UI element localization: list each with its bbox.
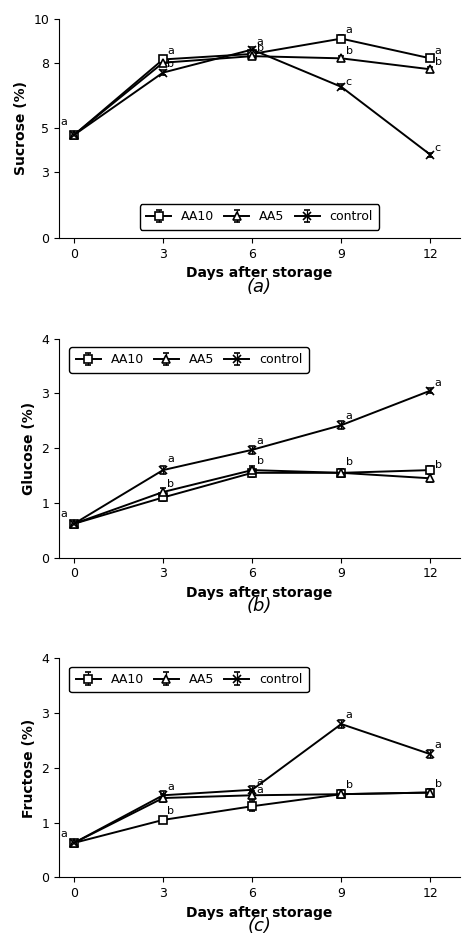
Y-axis label: Fructose (%): Fructose (%) — [22, 719, 36, 817]
Text: a: a — [256, 37, 264, 46]
Text: a: a — [435, 740, 442, 751]
Text: (c): (c) — [247, 917, 272, 935]
X-axis label: Days after storage: Days after storage — [186, 905, 333, 920]
Legend: AA10, AA5, control: AA10, AA5, control — [69, 666, 309, 692]
Text: b: b — [167, 479, 174, 489]
Text: a: a — [256, 777, 264, 787]
Text: a: a — [167, 453, 174, 464]
Legend: AA10, AA5, control: AA10, AA5, control — [69, 347, 309, 373]
Text: b: b — [167, 59, 174, 69]
Text: a: a — [346, 25, 353, 35]
Text: b: b — [435, 57, 442, 66]
Text: b: b — [346, 780, 353, 790]
Text: b: b — [167, 806, 174, 816]
Text: (b): (b) — [247, 597, 272, 615]
Text: a: a — [346, 710, 353, 720]
Text: a: a — [167, 782, 174, 792]
Text: a: a — [61, 118, 67, 127]
Text: a: a — [61, 830, 67, 839]
Text: a: a — [256, 436, 264, 446]
Text: a: a — [435, 46, 442, 56]
Text: a: a — [167, 46, 174, 56]
Text: a: a — [346, 410, 353, 421]
Text: b: b — [346, 457, 353, 467]
Text: (a): (a) — [247, 278, 272, 296]
Text: a: a — [435, 378, 442, 388]
Text: b: b — [256, 44, 264, 53]
Y-axis label: Sucrose (%): Sucrose (%) — [14, 82, 28, 175]
X-axis label: Days after storage: Days after storage — [186, 586, 333, 600]
Text: a: a — [256, 785, 264, 795]
Text: b: b — [346, 46, 353, 56]
Text: b: b — [435, 778, 442, 789]
Text: c: c — [435, 143, 441, 153]
X-axis label: Days after storage: Days after storage — [186, 266, 333, 281]
Text: b: b — [256, 456, 264, 465]
Y-axis label: Glucose (%): Glucose (%) — [22, 402, 36, 495]
Text: c: c — [346, 78, 352, 87]
Text: a: a — [61, 509, 67, 520]
Text: b: b — [435, 460, 442, 470]
Legend: AA10, AA5, control: AA10, AA5, control — [140, 204, 379, 229]
